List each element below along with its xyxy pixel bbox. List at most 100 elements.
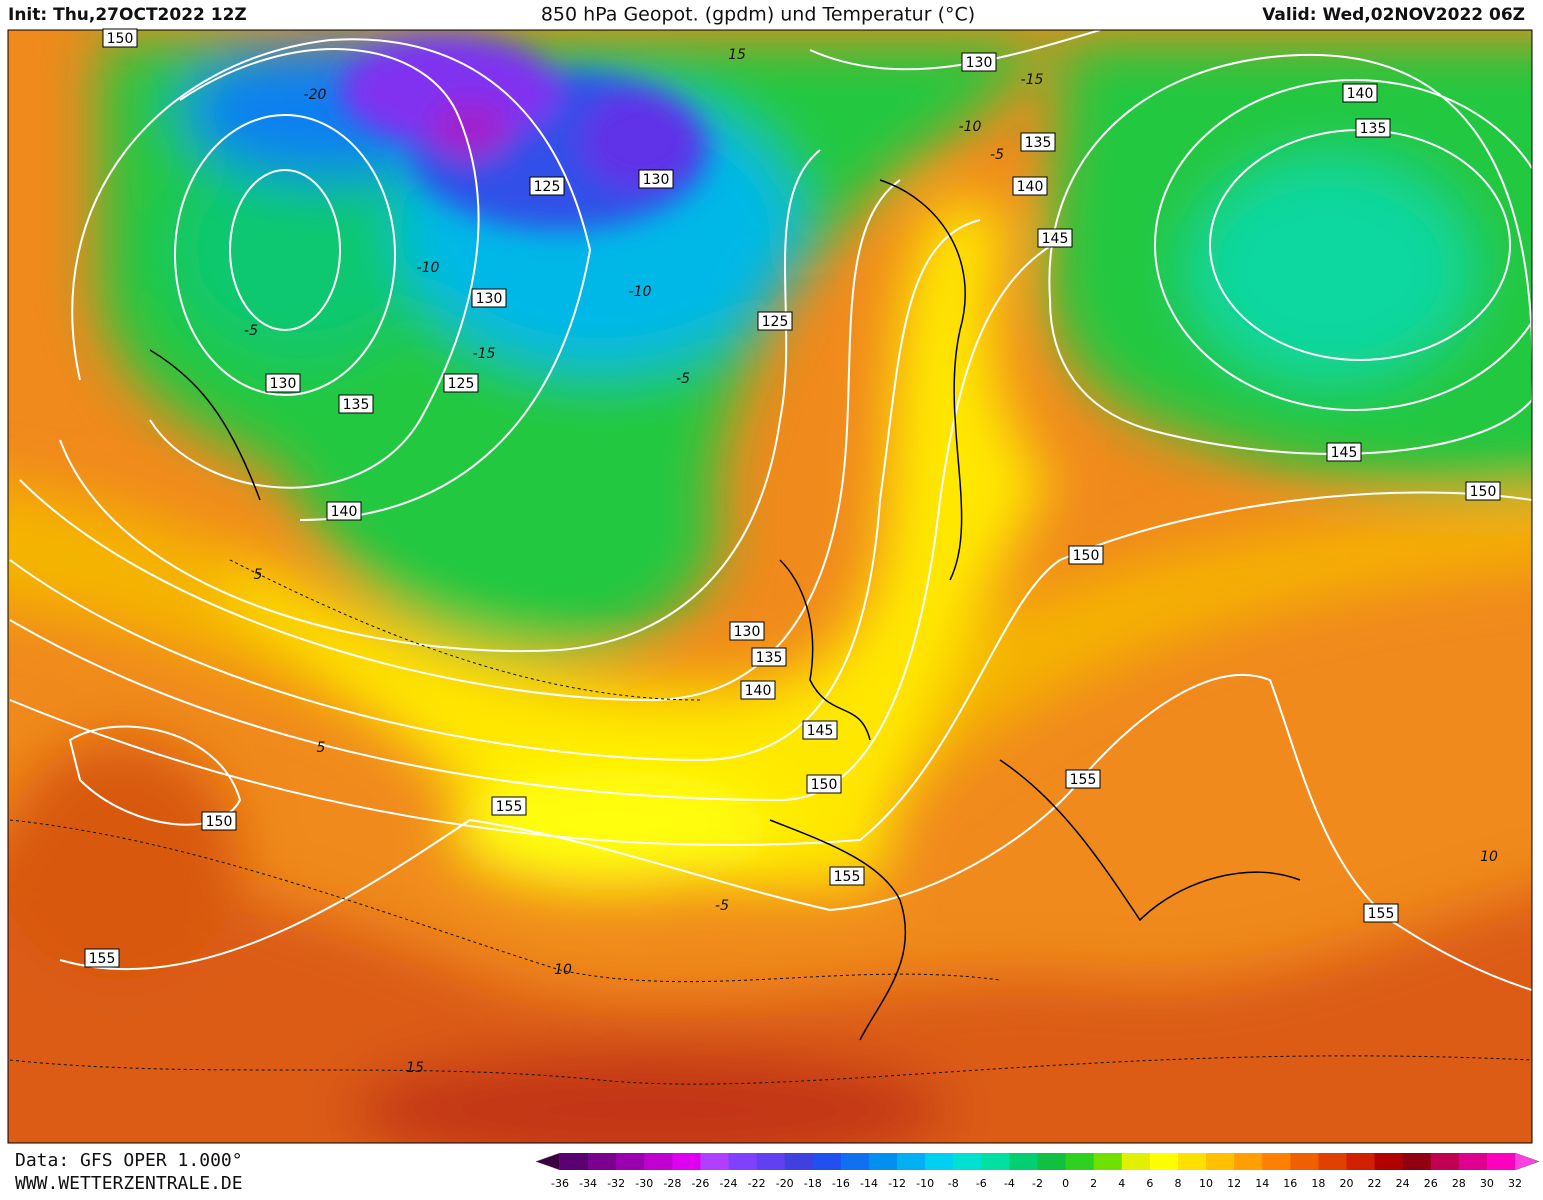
colorbar-swatch [840,1153,870,1170]
temperature-label: -5 [244,323,258,339]
colorbar-swatch [1009,1153,1038,1170]
contour-label-box [751,647,787,667]
colorbar-label: -18 [804,1177,822,1190]
colorbar-swatch [616,1153,645,1170]
contour-label: 150 [811,777,838,793]
contour-label: 140 [1017,179,1044,195]
contour-label-box [265,373,301,393]
contour-label-box [1355,118,1391,138]
colorbar-label: -16 [832,1177,850,1190]
contour-label: 140 [331,504,358,520]
colorbar-swatch [1290,1153,1319,1170]
contour-label: 155 [1368,906,1395,922]
colorbar-label: 28 [1452,1177,1466,1190]
contour-label: 155 [89,951,116,967]
contour-label: 130 [966,55,993,71]
data-source: Data: GFS OPER 1.000° [15,1150,243,1171]
contour-label: 155 [834,869,861,885]
contour-label-box [338,394,374,414]
temperature-label: 10 [554,962,572,978]
colorbar-label: -26 [691,1177,709,1190]
colorbar-swatch [953,1153,982,1170]
contour-label: 150 [206,814,233,830]
colorbar-swatch [868,1153,898,1170]
temperature-label: -5 [715,898,729,914]
colorbar-label: 10 [1199,1177,1213,1190]
colorbar-swatch [925,1153,954,1170]
contour-label: 130 [476,291,503,307]
colorbar-label: 18 [1311,1177,1325,1190]
contour-label-box [806,774,842,794]
temperature-contours [9,559,1532,1085]
contour-label: 135 [343,397,370,413]
contour-label: 130 [643,172,670,188]
colorbar-swatch [897,1153,926,1170]
colorbar-label: -12 [888,1177,906,1190]
valid-time: Valid: Wed,02NOV2022 06Z [1262,5,1525,25]
contour-label-box [829,866,865,886]
colorbar-swatch [756,1153,786,1170]
contour-label-box [1065,769,1101,789]
colorbar-swatch [1430,1153,1460,1170]
contour-label: 125 [448,376,475,392]
colorbar-label: -14 [860,1177,878,1190]
contour-label-box [443,373,479,393]
colorbar-swatch [784,1153,814,1170]
colorbar-swatch [560,1153,589,1170]
colorbar-label: 16 [1283,1177,1297,1190]
contour-label-box [529,176,565,196]
temperature-label: -10 [959,119,982,135]
contour-label: 130 [734,624,761,640]
contour-label: 140 [745,683,772,699]
contour-label-box [1465,481,1501,501]
colorbar-swatch [700,1153,730,1170]
colorbar-swatch [812,1153,842,1170]
colorbar-swatch [644,1153,673,1170]
colorbar-label: 2 [1090,1177,1097,1190]
contour-label: 135 [1025,135,1052,151]
colorbar-label: -36 [551,1177,569,1190]
contour-label: 145 [1331,445,1358,461]
contour-label: 130 [270,376,297,392]
colorbar-label: -34 [579,1177,597,1190]
colorbar-label: 20 [1339,1177,1353,1190]
contour-label-box [802,720,838,740]
colorbar-label: -28 [663,1177,681,1190]
contour-label-box [1012,176,1048,196]
contour-label: 155 [496,799,523,815]
contour-label: 145 [1042,231,1069,247]
contour-label-box [326,501,362,521]
temperature-label: -15 [473,346,496,362]
contour-label-box [201,811,237,831]
colorbar-label: 26 [1424,1177,1438,1190]
website: WWW.WETTERZENTRALE.DE [15,1173,243,1194]
colorbar-label: 30 [1480,1177,1494,1190]
contour-label-box [1363,903,1399,923]
contour-label-box [471,288,507,308]
colorbar-swatch [1346,1153,1376,1170]
colorbar-swatch [1121,1153,1151,1170]
init-time: Init: Thu,27OCT2022 12Z [8,5,247,25]
contour-label-box [84,948,120,968]
temperature-label: -5 [676,371,690,387]
temperature-label: -15 [1021,72,1044,88]
contour-label-box [961,52,997,72]
colorbar-swatch [672,1153,701,1170]
colorbar-swatch [1234,1153,1263,1170]
colorbar-swatch [1093,1153,1123,1170]
contour-label-box [757,311,793,331]
temperature-label: 15 [406,1060,424,1076]
coastlines [149,179,1301,1041]
colorbar-label: 6 [1146,1177,1153,1190]
colorbar-label: 0 [1062,1177,1069,1190]
colorbar-swatch [1318,1153,1347,1170]
temperature-label: -10 [417,260,440,276]
colorbar-swatch [728,1153,758,1170]
colorbar-label: -10 [916,1177,934,1190]
contour-label: 125 [534,179,561,195]
colorbar: -36 -34 -32 -30 -28 -26 -24 -22 -20 -18 -16 -14 -12-… [535,1152,1540,1190]
colorbar-label: 22 [1368,1177,1382,1190]
colorbar-label: -24 [720,1177,738,1190]
